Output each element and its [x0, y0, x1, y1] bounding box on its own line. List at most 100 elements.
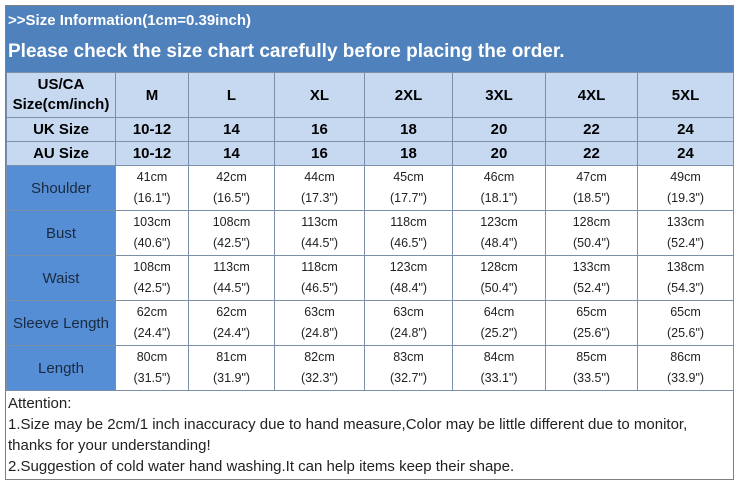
attention-note-1: 1.Size may be 2cm/1 inch inaccuracy due … — [8, 416, 688, 454]
cm-value: 41cm — [136, 170, 168, 184]
size-header-cell: 5XL — [637, 72, 734, 118]
inch-value: (48.4") — [389, 281, 428, 295]
size-header-cell: 2XL — [364, 72, 453, 118]
measurement-label: Bust — [6, 210, 116, 256]
measurement-cell: 128cm (50.4") — [545, 210, 638, 256]
uk-size-value: 18 — [364, 117, 453, 142]
measurement-cell: 138cm (54.3") — [637, 255, 734, 301]
cm-value: 85cm — [576, 350, 607, 364]
measurement-row: Sleeve Length 62cm (24.4") 62cm (24.4") 63cm (… — [6, 300, 734, 346]
inch-value: (18.1") — [480, 191, 518, 205]
inch-value: (31.5") — [133, 371, 171, 385]
header-label-line2: Size(cm/inch) — [12, 96, 110, 113]
measurement-label: Sleeve Length — [6, 300, 116, 346]
inch-value: (16.5") — [212, 191, 251, 205]
inch-value: (42.5") — [133, 281, 171, 295]
measurement-row: Bust 103cm (40.6") 108cm (42.5") 113cm (44.5")… — [6, 210, 734, 256]
cm-value: 128cm — [480, 260, 518, 274]
cm-value: 133cm — [572, 260, 611, 274]
measurement-label: Waist — [6, 255, 116, 301]
inch-value: (46.5") — [300, 281, 339, 295]
cm-value: 45cm — [393, 170, 424, 184]
measurement-cell: 46cm (18.1") — [452, 165, 546, 211]
uk-size-value: 14 — [188, 117, 275, 142]
measurement-cell: 113cm (44.5") — [188, 255, 275, 301]
cm-value: 62cm — [216, 305, 247, 319]
cm-value: 44cm — [304, 170, 335, 184]
cm-value: 128cm — [572, 215, 611, 229]
size-chart: >>Size Information(1cm=0.39inch) Please … — [5, 5, 734, 480]
measurement-cell: 80cm (31.5") — [115, 345, 189, 391]
au-size-row: AU Size 10-12 14 16 18 20 22 24 — [6, 141, 734, 166]
inch-value: (33.5") — [572, 371, 611, 385]
cm-value: 86cm — [670, 350, 701, 364]
uk-size-value: 24 — [637, 117, 734, 142]
inch-value: (19.3") — [666, 191, 705, 205]
measurement-cell: 83cm (32.7") — [364, 345, 453, 391]
inch-value: (24.8") — [300, 326, 339, 340]
measurement-cell: 81cm (31.9") — [188, 345, 275, 391]
inch-value: (25.6") — [666, 326, 705, 340]
inch-value: (32.7") — [389, 371, 428, 385]
inch-value: (24.4") — [212, 326, 251, 340]
cm-value: 81cm — [216, 350, 247, 364]
cm-value: 133cm — [666, 215, 705, 229]
measurement-label: Length — [6, 345, 116, 391]
inch-value: (33.9") — [666, 371, 705, 385]
uk-size-value: 22 — [545, 117, 638, 142]
au-size-label: AU Size — [6, 141, 116, 166]
inch-value: (16.1") — [133, 191, 171, 205]
measurement-row: Waist 108cm (42.5") 113cm (44.5") 118cm (46.5"… — [6, 255, 734, 301]
cm-value: 113cm — [301, 215, 338, 229]
cm-value: 123cm — [480, 215, 518, 229]
measurement-cell: 85cm (33.5") — [545, 345, 638, 391]
inch-value: (40.6") — [133, 236, 171, 250]
size-header-cell: 3XL — [452, 72, 546, 118]
uk-size-value: 10-12 — [115, 117, 189, 142]
cm-value: 47cm — [576, 170, 607, 184]
cm-value: 83cm — [393, 350, 424, 364]
cm-value: 49cm — [670, 170, 701, 184]
measurement-cell: 108cm (42.5") — [188, 210, 275, 256]
size-header-cell: XL — [274, 72, 365, 118]
uk-size-label: UK Size — [6, 117, 116, 142]
cm-value: 63cm — [393, 305, 424, 319]
header-label-line1: US/CA — [37, 76, 85, 93]
header-label-cell: US/CA Size(cm/inch) — [6, 72, 116, 118]
measurement-cell: 42cm (16.5") — [188, 165, 275, 211]
measurement-cell: 62cm (24.4") — [188, 300, 275, 346]
measurement-cell: 82cm (32.3") — [274, 345, 365, 391]
cm-value: 123cm — [389, 260, 428, 274]
measurement-cell: 47cm (18.5") — [545, 165, 638, 211]
measurement-cell: 65cm (25.6") — [637, 300, 734, 346]
cm-value: 113cm — [213, 260, 250, 274]
measurement-cell: 123cm (48.4") — [364, 255, 453, 301]
inch-value: (31.9") — [212, 371, 251, 385]
inch-value: (50.4") — [480, 281, 518, 295]
measurement-cell: 113cm (44.5") — [274, 210, 365, 256]
size-info-subtitle: Please check the size chart carefully be… — [6, 36, 733, 72]
inch-value: (33.1") — [480, 371, 518, 385]
measurement-cell: 65cm (25.6") — [545, 300, 638, 346]
uk-size-value: 16 — [274, 117, 365, 142]
attention-note-2: 2.Suggestion of cold water hand washing.… — [8, 458, 515, 475]
cm-value: 108cm — [212, 215, 251, 229]
measurement-row: Shoulder 41cm (16.1") 42cm (16.5") 44cm (17.3"… — [6, 165, 734, 211]
measurement-cell: 118cm (46.5") — [364, 210, 453, 256]
inch-value: (44.5") — [212, 281, 251, 295]
cm-value: 118cm — [390, 215, 427, 229]
measurement-row: Length 80cm (31.5") 81cm (31.9") 82cm (32.3") 8… — [6, 345, 734, 391]
au-size-value: 14 — [188, 141, 275, 166]
measurement-cell: 123cm (48.4") — [452, 210, 546, 256]
measurement-cell: 41cm (16.1") — [115, 165, 189, 211]
measurement-cell: 133cm (52.4") — [637, 210, 734, 256]
inch-value: (25.6") — [572, 326, 611, 340]
inch-value: (25.2") — [480, 326, 518, 340]
au-size-value: 18 — [364, 141, 453, 166]
cm-value: 108cm — [133, 260, 171, 274]
cm-value: 42cm — [216, 170, 247, 184]
uk-size-row: UK Size 10-12 14 16 18 20 22 24 — [6, 117, 734, 142]
cm-value: 65cm — [670, 305, 701, 319]
measurement-cell: 133cm (52.4") — [545, 255, 638, 301]
inch-value: (32.3") — [300, 371, 339, 385]
